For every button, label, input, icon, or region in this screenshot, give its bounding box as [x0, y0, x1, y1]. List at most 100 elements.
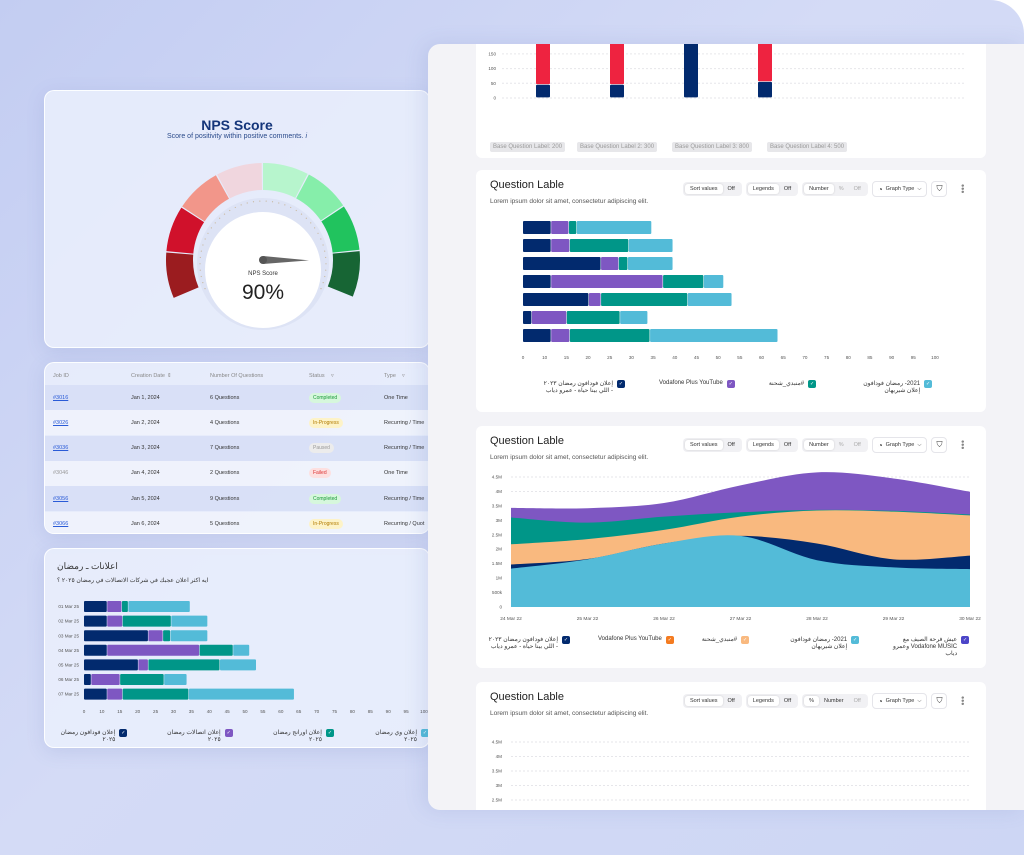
job-id-link[interactable]: #3056 [53, 495, 69, 502]
percent-option[interactable]: % [838, 442, 844, 448]
checkbox-icon[interactable]: ✓ [924, 380, 933, 388]
bar-segment[interactable] [650, 329, 778, 342]
bar-segment[interactable] [163, 630, 171, 642]
off-option[interactable]: Off [853, 186, 861, 192]
bar-segment[interactable] [84, 688, 107, 700]
bar-segment[interactable] [663, 275, 704, 288]
value-format-toggle[interactable]: Number% Off [802, 182, 868, 196]
bar-segment[interactable] [758, 44, 772, 82]
legend-item[interactable]: ✓ إعلان اتصالات رمضان ٢٠٢٥ [163, 729, 233, 743]
bar-segment[interactable] [120, 674, 164, 685]
bar-segment[interactable] [84, 644, 107, 656]
table-row[interactable]: #3026 Jan 2, 2024 4 Questions In-Progress Re… [45, 410, 429, 436]
more-options-icon[interactable]: ••• [957, 440, 968, 450]
checkbox-icon[interactable]: ✓ [224, 729, 233, 737]
sort-values-toggle[interactable]: Sort values Off [683, 182, 742, 196]
filter-button[interactable]: ⛉ [931, 437, 948, 453]
table-row[interactable]: #3036 Jan 3, 2024 7 Questions Paused Recurri… [45, 435, 429, 461]
off-option[interactable]: Off [783, 698, 792, 704]
bar-segment[interactable] [107, 688, 123, 700]
bar-segment[interactable] [536, 44, 550, 85]
table-row[interactable]: #3056 Jan 5, 2024 9 Questions Completed Recu… [45, 486, 429, 512]
off-option[interactable]: Off [853, 442, 861, 448]
bar-segment[interactable] [84, 674, 91, 685]
value-format-toggle[interactable]: % Number Off [802, 694, 868, 708]
bar-segment[interactable] [199, 644, 233, 656]
filter-button[interactable]: ⛉ [931, 693, 948, 709]
checkbox-icon[interactable]: ✓ [325, 729, 334, 737]
bar-segment[interactable] [618, 257, 628, 270]
bar-segment[interactable] [107, 615, 123, 627]
job-id-link[interactable]: #3066 [53, 521, 69, 527]
bar-segment[interactable] [601, 257, 619, 270]
bar-segment[interactable] [523, 329, 551, 342]
off-option[interactable]: Off [727, 186, 735, 192]
checkbox-icon[interactable]: ✓ [851, 636, 860, 644]
bar-segment[interactable] [684, 44, 698, 98]
sort-values-option[interactable]: Sort values [685, 184, 723, 194]
bar-segment[interactable] [188, 688, 294, 700]
graph-type-dropdown[interactable]: ◔ Graph Type ⌵ [871, 181, 928, 197]
bar-segment[interactable] [610, 84, 624, 98]
bar-segment[interactable] [91, 674, 120, 685]
legends-option[interactable]: Legends [747, 184, 779, 194]
checkbox-icon[interactable]: ✓ [562, 636, 570, 644]
bar-segment[interactable] [220, 659, 257, 671]
sort-values-toggle[interactable]: Sort values Off [683, 438, 742, 452]
bar-segment[interactable] [84, 630, 148, 642]
bar-segment[interactable] [523, 311, 532, 324]
checkbox-icon[interactable]: ✓ [665, 636, 674, 644]
legend-item[interactable]: ✓ #منبدي_شحنة [702, 636, 750, 657]
more-options-icon[interactable]: ••• [957, 184, 968, 194]
checkbox-icon[interactable]: ✓ [617, 380, 625, 388]
checkbox-icon[interactable]: ✓ [808, 380, 817, 388]
bar-segment[interactable] [628, 239, 673, 252]
bar-segment[interactable] [122, 688, 189, 700]
legend-item[interactable]: ✓ 2021- رمضان فودافون إعلان شيريهان [850, 380, 933, 394]
bar-segment[interactable] [588, 293, 601, 306]
bar-segment[interactable] [121, 601, 128, 612]
percent-option[interactable]: % [804, 696, 820, 706]
area-series[interactable] [511, 535, 970, 607]
legends-option[interactable]: Legends [747, 696, 779, 706]
bar-segment[interactable] [569, 239, 629, 252]
legend-item[interactable]: ✓ إعلان فودافون رمضان ٢٠٢٥ [57, 729, 128, 743]
checkbox-icon[interactable]: ✓ [421, 729, 429, 737]
legends-toggle[interactable]: Legends Off [745, 438, 799, 452]
off-option[interactable]: Off [853, 698, 861, 704]
bar-segment[interactable] [523, 239, 551, 252]
bar-segment[interactable] [138, 659, 148, 671]
sort-icon[interactable]: ⇕ [167, 372, 172, 379]
bar-segment[interactable] [568, 221, 577, 234]
value-format-toggle[interactable]: Number% Off [802, 438, 868, 452]
bar-segment[interactable] [84, 659, 138, 671]
column-header[interactable]: Type [384, 372, 396, 379]
job-id-link[interactable]: #3036 [53, 445, 69, 452]
bar-segment[interactable] [523, 275, 551, 288]
bar-segment[interactable] [758, 81, 772, 98]
bar-segment[interactable] [551, 221, 569, 234]
bar-segment[interactable] [107, 644, 200, 656]
bar-segment[interactable] [84, 615, 107, 627]
checkbox-icon[interactable]: ✓ [726, 380, 735, 388]
job-id-link[interactable]: #3016 [53, 394, 69, 401]
off-option[interactable]: Off [727, 442, 735, 448]
bar-segment[interactable] [531, 311, 567, 324]
bar-segment[interactable] [523, 221, 551, 234]
legend-item[interactable]: ✓ إعلان وي رمضان ٢٠٢٥ [370, 729, 429, 743]
bar-segment[interactable] [148, 630, 163, 642]
bar-segment[interactable] [84, 601, 107, 612]
legend-item[interactable]: ✓ Vodafone Plus YouTube [659, 380, 735, 394]
filter-icon[interactable]: ▿ [402, 372, 405, 379]
legend-item[interactable]: ✓ إعلان فودافون رمضان ٢٠٢٣ - اللي بينا حي… [543, 380, 625, 394]
bar-segment[interactable] [551, 239, 570, 252]
more-options-icon[interactable]: ••• [957, 696, 968, 706]
bar-segment[interactable] [620, 311, 648, 324]
percent-option[interactable]: % [838, 186, 844, 192]
number-option[interactable]: Number [824, 698, 844, 704]
sort-values-toggle[interactable]: Sort values Off [683, 694, 742, 708]
checkbox-icon[interactable]: ✓ [119, 729, 128, 737]
bar-segment[interactable] [128, 601, 190, 612]
bar-segment[interactable] [107, 601, 122, 612]
off-option[interactable]: Off [727, 698, 735, 704]
